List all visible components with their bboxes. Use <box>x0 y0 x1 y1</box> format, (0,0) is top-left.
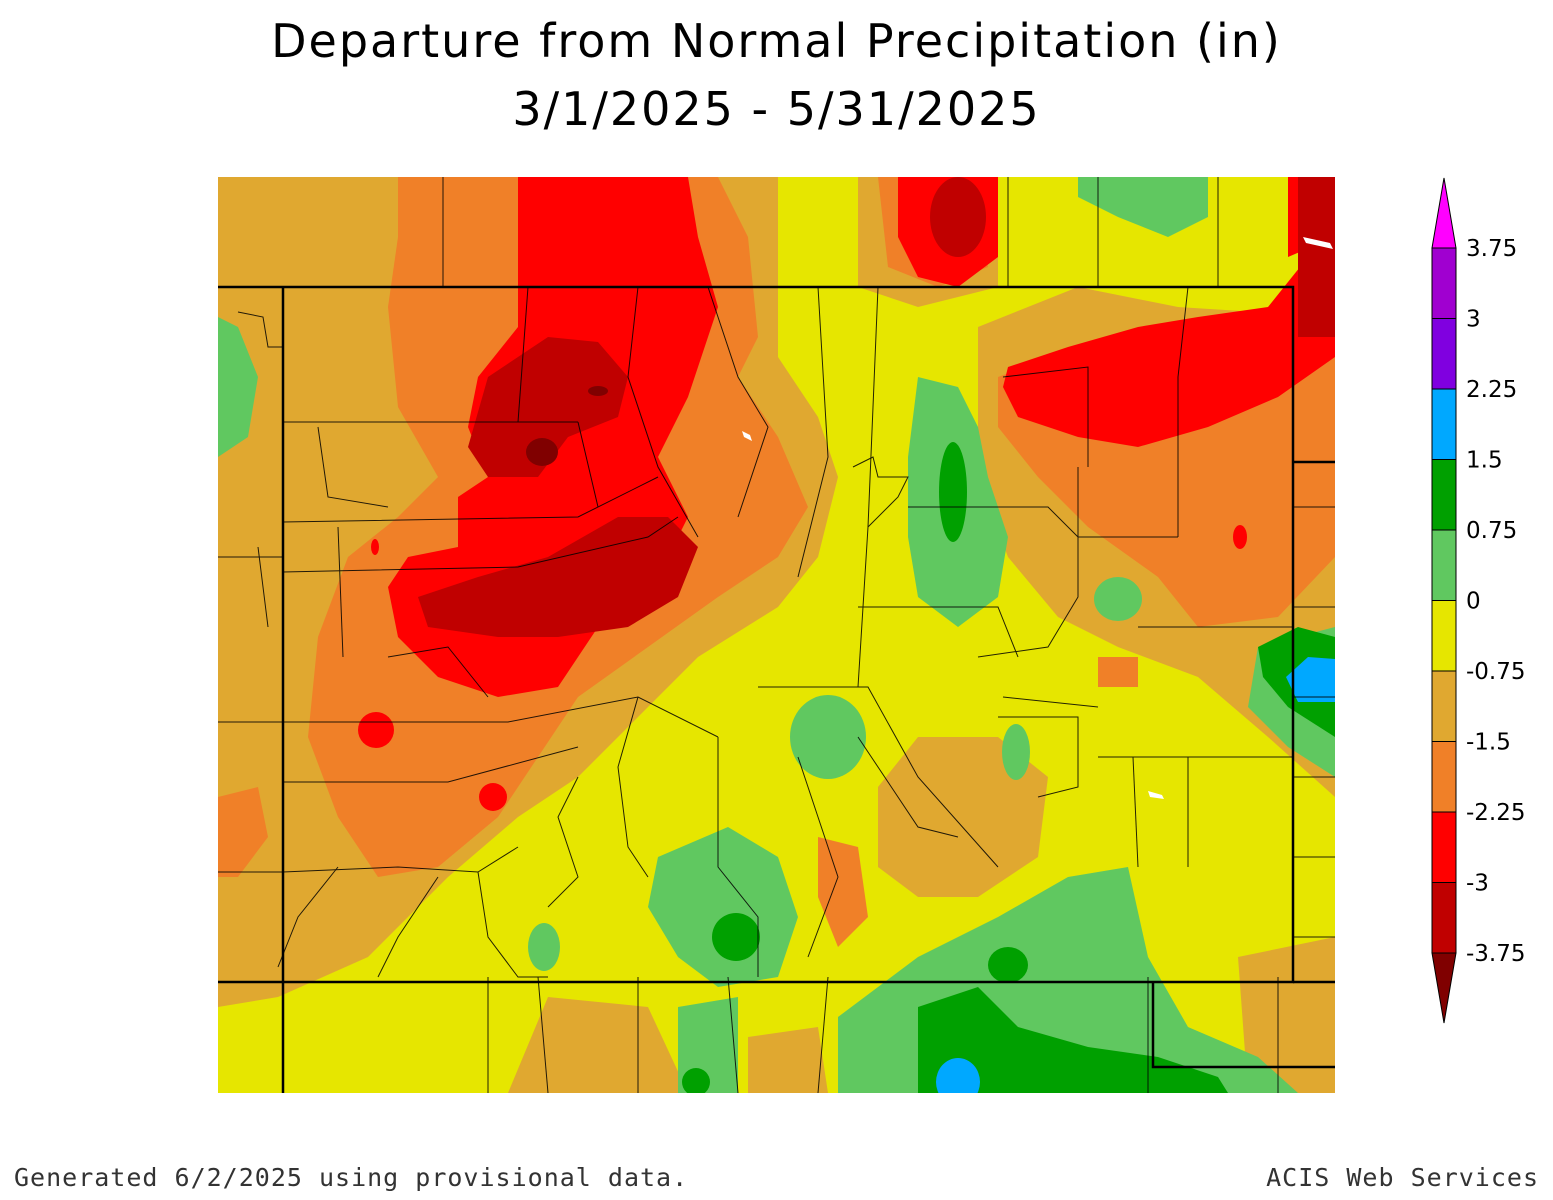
legend-swatch <box>1431 247 1457 319</box>
generated-note: Generated 6/2/2025 using provisional dat… <box>14 1163 689 1192</box>
legend-label: 2.25 <box>1466 377 1517 403</box>
color-legend: 3.75 3 2.25 1.5 0.75 0 -0.75 -1.5 -2.25 -3 -3.75 <box>1431 177 1526 1024</box>
legend-label: -1.5 <box>1466 730 1511 756</box>
legend-label: -2.25 <box>1466 800 1526 826</box>
source-credit: ACIS Web Services <box>1266 1163 1539 1192</box>
legend-swatch <box>1431 388 1457 460</box>
no-data-specks <box>742 237 1333 799</box>
dark-red-contours <box>418 177 1335 637</box>
legend-swatch <box>1431 670 1457 742</box>
legend-swatch <box>1431 529 1457 601</box>
legend-label: -0.75 <box>1466 659 1526 685</box>
legend-swatch <box>1431 882 1457 954</box>
county-boundaries <box>218 177 1335 1093</box>
state-boundaries <box>218 285 1335 1093</box>
legend-label: 1.5 <box>1466 448 1503 474</box>
date-range: 3/1/2025 - 5/31/2025 <box>512 82 1041 136</box>
legend-swatch <box>1431 600 1457 672</box>
legend-label: 3 <box>1466 307 1481 333</box>
legend-swatch <box>1431 741 1457 813</box>
legend-label: 0 <box>1466 589 1481 615</box>
legend-top-arrow <box>1431 177 1457 249</box>
precipitation-departure-map <box>218 177 1335 1093</box>
legend-label: -3.75 <box>1466 941 1526 967</box>
legend-swatch <box>1431 318 1457 390</box>
legend-swatch <box>1431 811 1457 883</box>
map-title: Departure from Normal Precipitation (in) <box>271 14 1282 68</box>
legend-swatch <box>1431 459 1457 531</box>
legend-label: 0.75 <box>1466 518 1517 544</box>
legend-label: 3.75 <box>1466 236 1517 262</box>
blue-contours <box>936 657 1335 1093</box>
darkest-red-spots <box>526 386 608 466</box>
legend-bottom-arrow <box>1431 952 1457 1024</box>
legend-label: -3 <box>1466 871 1489 897</box>
